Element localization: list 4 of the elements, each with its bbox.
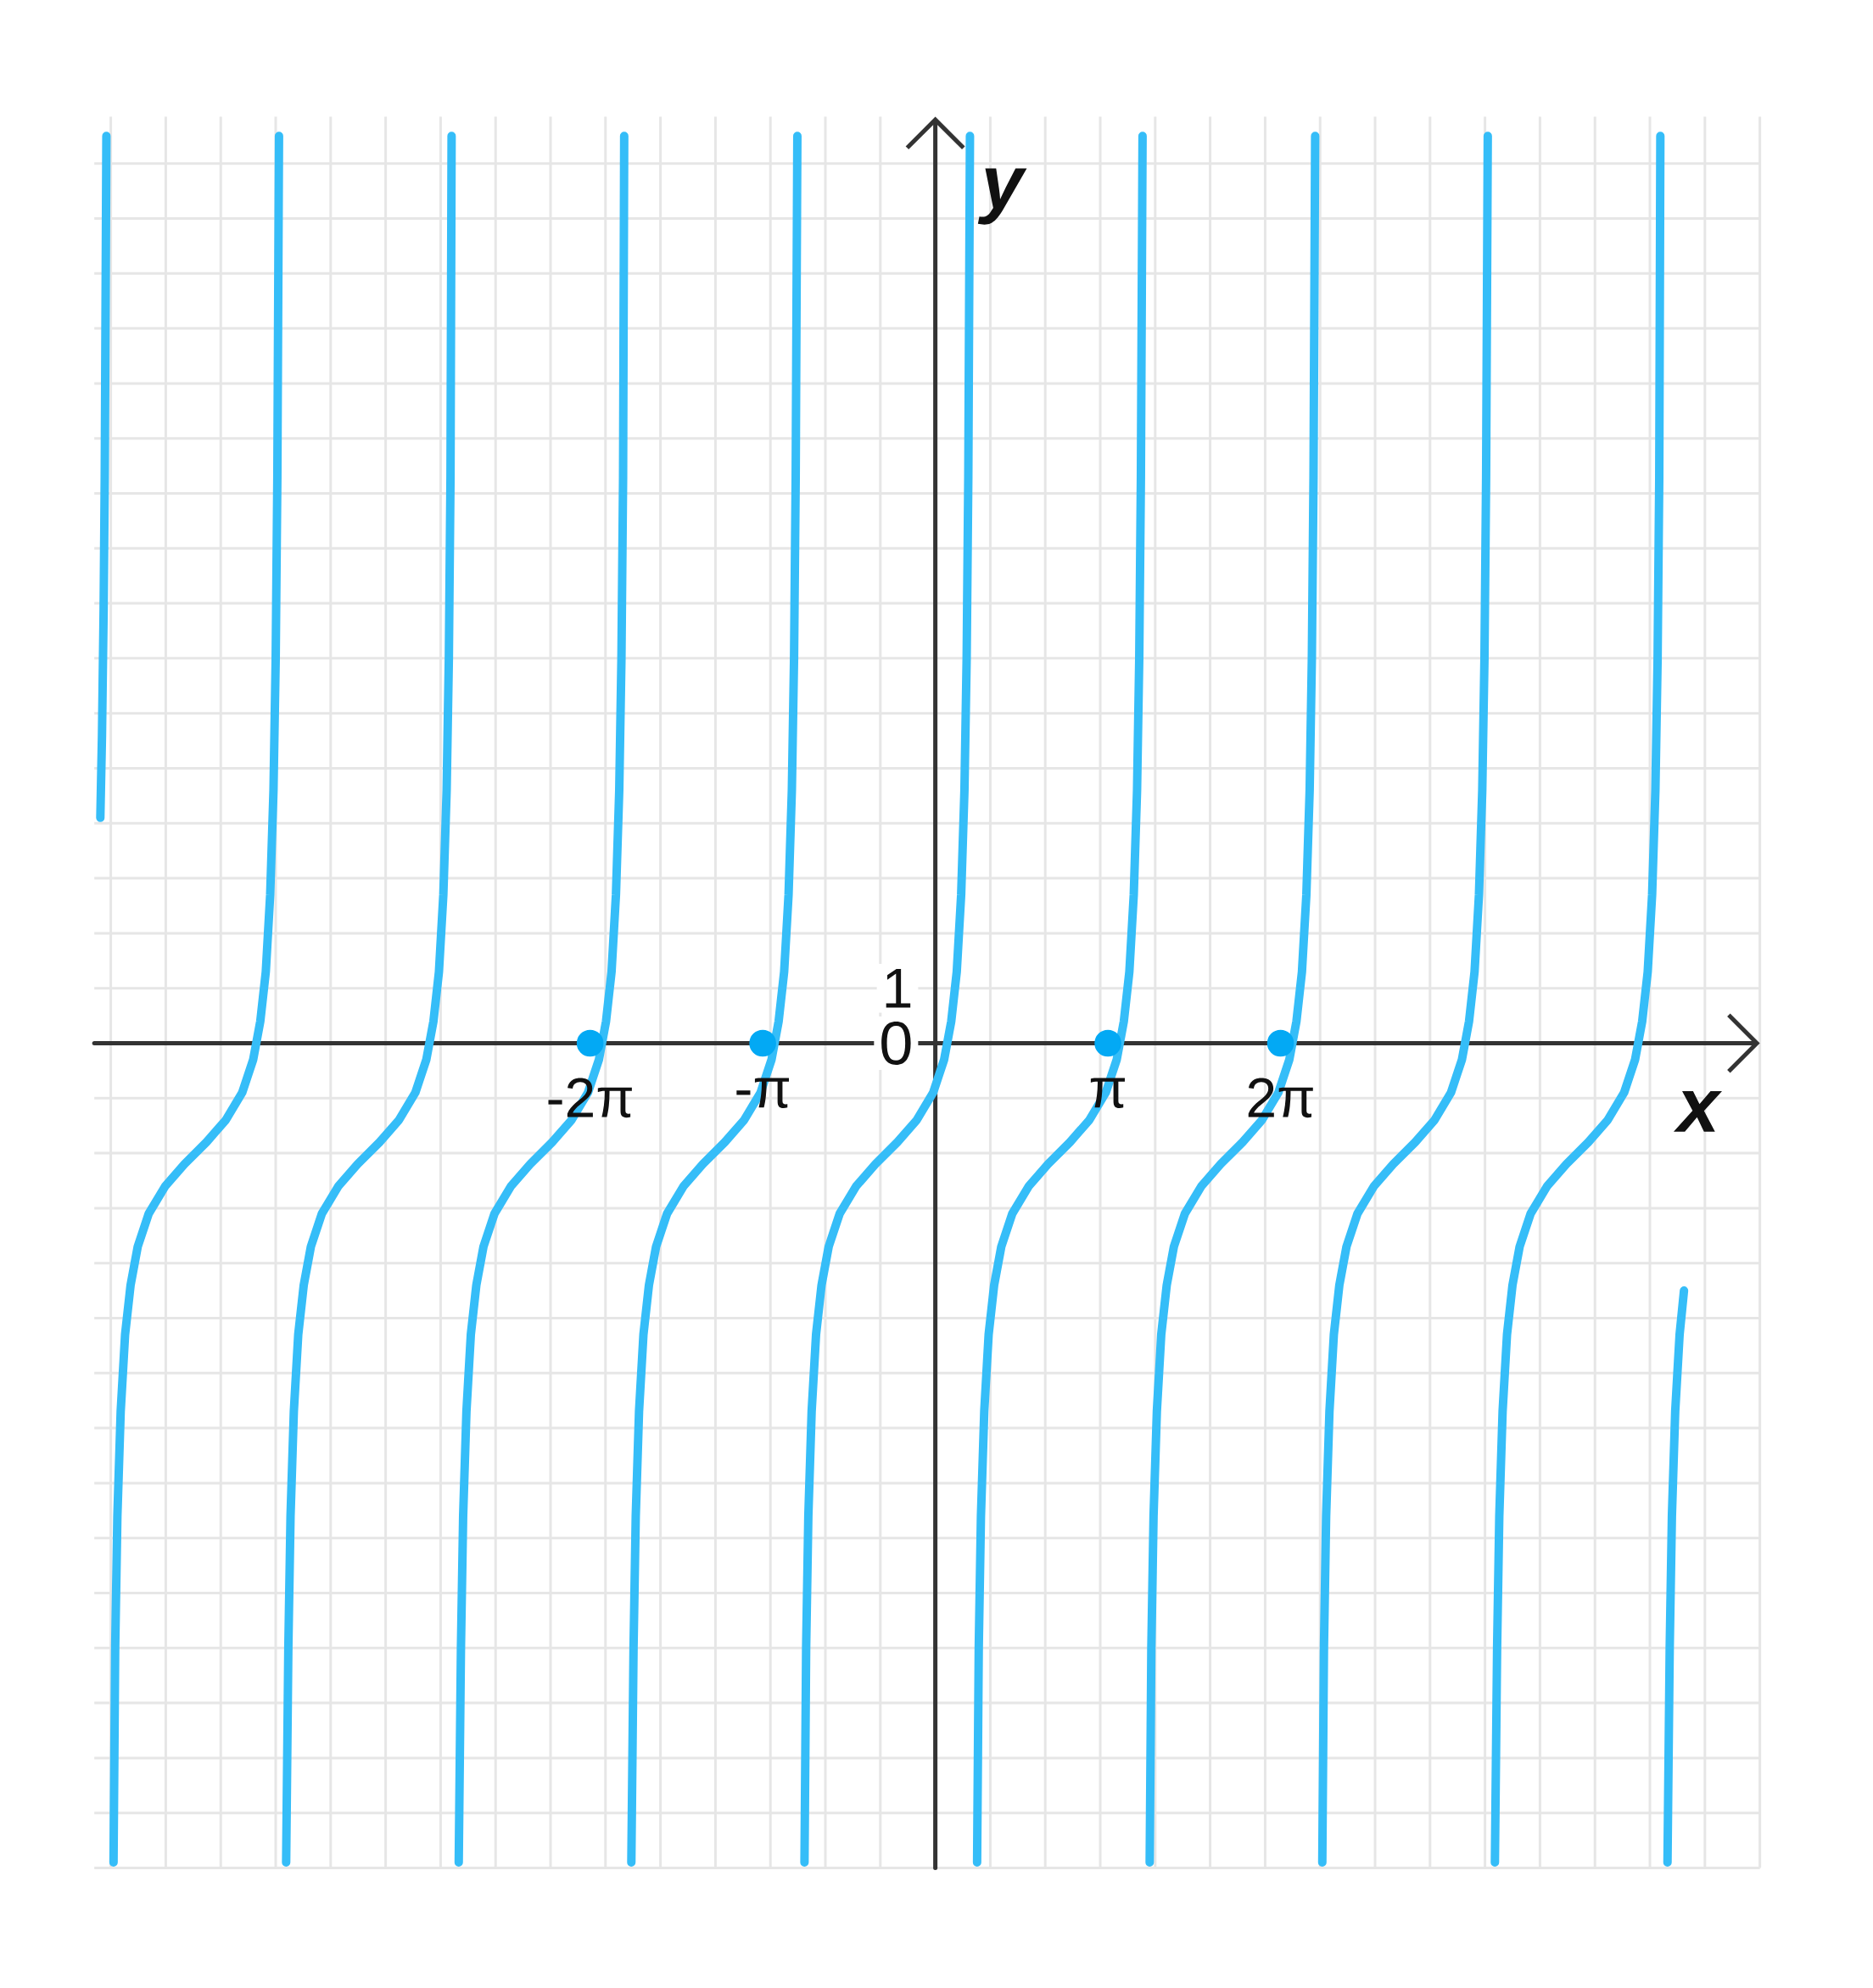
y-tick-label: 0 [881,1021,911,1065]
y-tick-label: 1 [886,968,911,1008]
y-axis-title: y [977,168,1027,225]
x-axis-title: x [1673,1091,1723,1132]
